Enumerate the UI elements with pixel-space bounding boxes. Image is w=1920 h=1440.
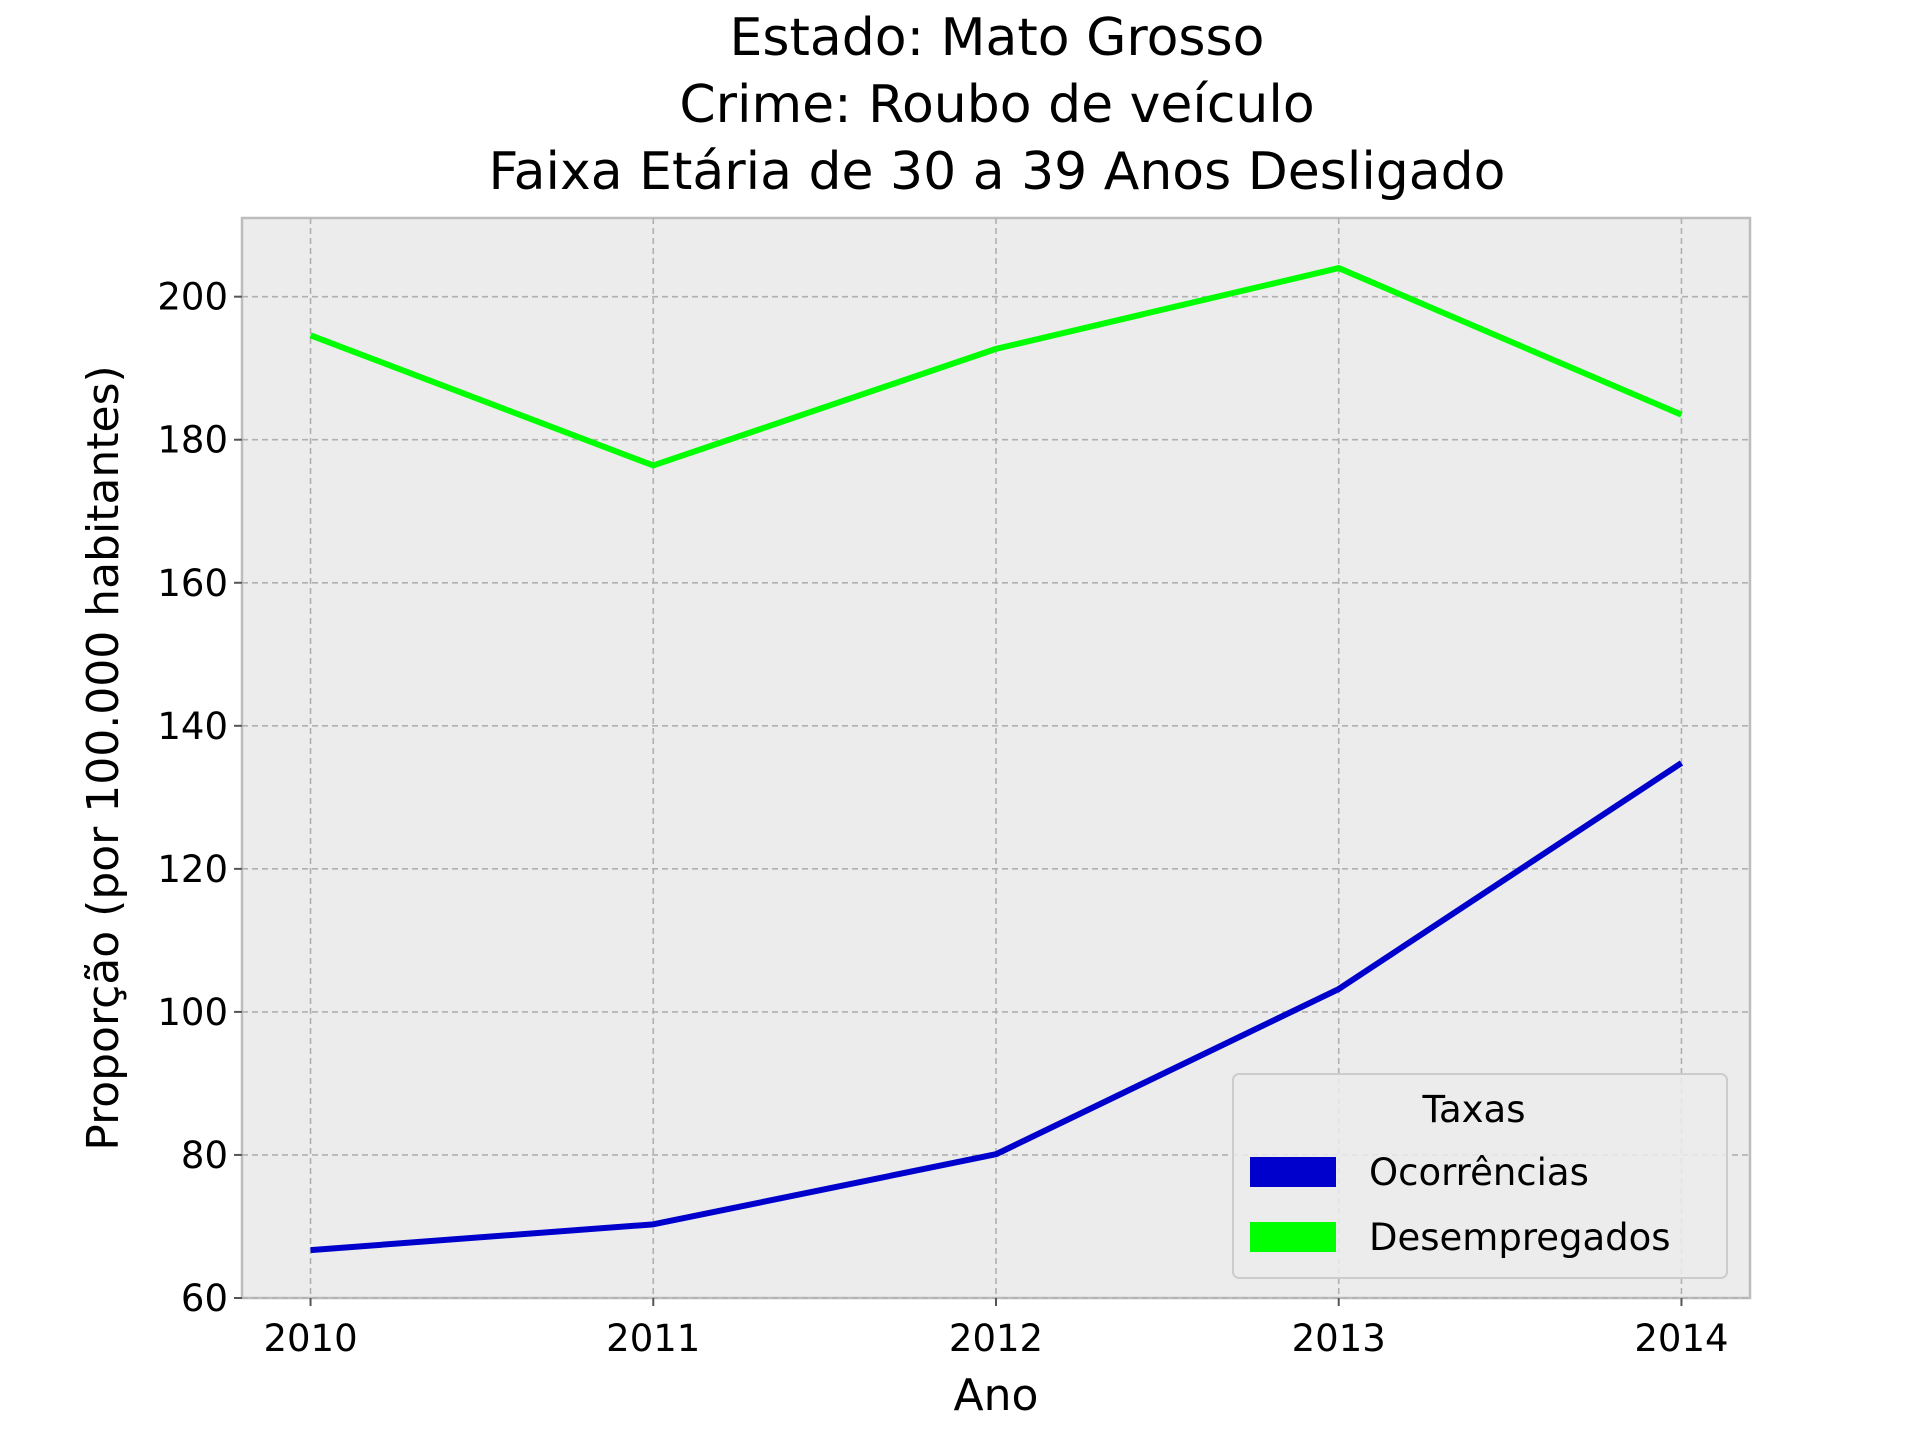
x-axis-ticks: 2010 2011 2012 2013 2014 [263,1298,1729,1360]
legend-box [1232,1073,1728,1279]
title-line-2: Crime: Roubo de veículo [679,75,1314,135]
y-axis-label: Proporção (por 100.000 habitantes) [78,365,129,1150]
x-axis-label: Ano [954,1370,1039,1421]
series-layer [309,265,1684,1254]
title-line-3: Faixa Etária de 30 a 39 Anos Desligado [489,142,1506,202]
y-tick-label: 200 [157,276,228,319]
y-tick-label: 180 [157,419,228,462]
y-tick-label: 120 [157,848,228,891]
title-line-1: Estado: Mato Grosso [730,8,1265,68]
x-tick-label: 2010 [263,1317,357,1360]
x-tick-label: 2013 [1292,1317,1386,1360]
y-tick-label: 140 [157,705,228,748]
x-tick-label: 2012 [949,1317,1043,1360]
legend-title: Taxas [1422,1088,1526,1131]
chart-title: Estado: Mato Grosso Crime: Roubo de veíc… [489,8,1506,202]
y-tick-label: 100 [157,991,228,1034]
y-tick-label: 160 [157,562,228,605]
y-axis-ticks: 60 80 100 120 140 160 180 200 [157,276,242,1320]
y-tick-label: 80 [181,1134,228,1177]
legend-swatch-desempregados [1250,1222,1336,1252]
y-tick-label: 60 [181,1277,228,1320]
legend-label-ocorrencias: Ocorrências [1369,1151,1589,1194]
x-tick-label: 2011 [606,1317,700,1360]
legend-swatch-ocorrencias [1250,1157,1336,1187]
legend-label-desempregados: Desempregados [1369,1216,1671,1259]
legend: Taxas Ocorrências Desempregados [1232,1073,1728,1279]
x-tick-label: 2014 [1634,1317,1728,1360]
